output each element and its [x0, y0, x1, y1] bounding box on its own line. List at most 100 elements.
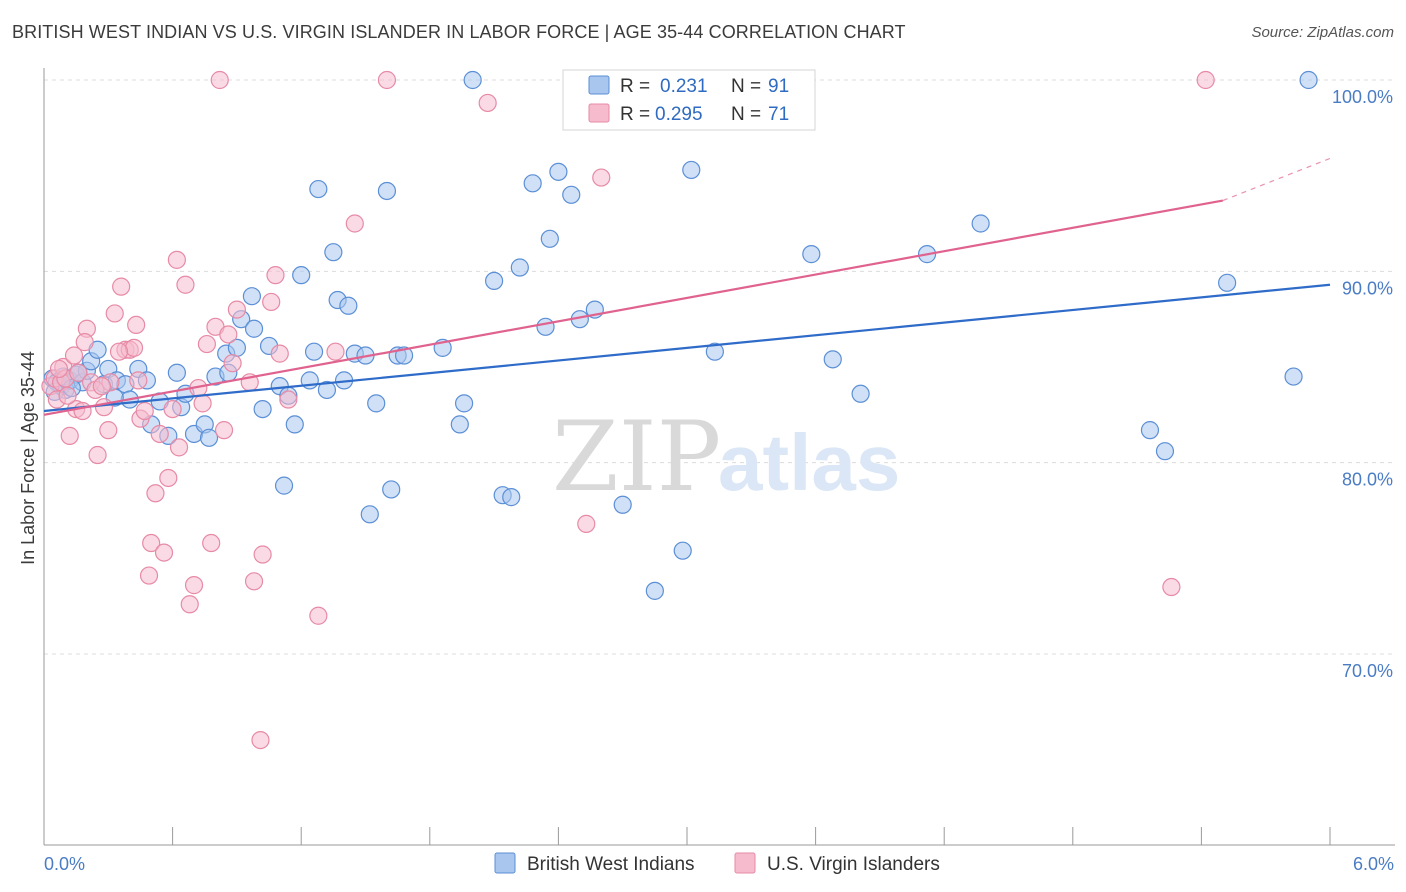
point-us-virgin-islanders [223, 354, 242, 373]
trend-line-us-virgin-islanders [43, 199, 1224, 416]
stats-pink-swatch [588, 103, 610, 123]
y-tick-label: 80.0% [1342, 470, 1393, 490]
point-us-virgin-islanders [64, 346, 84, 365]
point-british-west-indians [549, 162, 568, 181]
point-us-virgin-islanders [92, 377, 111, 396]
gridlines [44, 79, 1395, 655]
point-us-virgin-islanders [139, 566, 159, 585]
point-us-virgin-islanders [88, 445, 107, 465]
point-us-virgin-islanders [253, 545, 272, 564]
point-us-virgin-islanders [251, 730, 270, 750]
stats-blue-r-label: R = [620, 76, 650, 97]
trend-line-us-virgin-islanders-extension [1222, 157, 1331, 202]
point-us-virgin-islanders [227, 300, 246, 319]
point-us-virgin-islanders [184, 576, 204, 595]
point-british-west-indians [463, 70, 482, 90]
point-us-virgin-islanders [169, 438, 189, 457]
point-us-virgin-islanders [577, 514, 596, 533]
point-us-virgin-islanders [58, 386, 77, 405]
legend-pink-swatch [734, 852, 756, 874]
point-us-virgin-islanders [592, 168, 611, 187]
point-british-west-indians [377, 181, 397, 201]
point-us-virgin-islanders [219, 325, 238, 344]
point-us-virgin-islanders [60, 426, 79, 445]
point-us-virgin-islanders [270, 344, 289, 363]
watermark-zip: ZIP [552, 401, 721, 513]
legend-pink-label: U.S. Virgin Islanders [767, 854, 940, 875]
point-british-west-indians [673, 541, 692, 560]
point-british-west-indians [244, 319, 264, 338]
stats-pink-r-label: R = [620, 104, 650, 125]
point-us-virgin-islanders [377, 70, 397, 90]
point-us-virgin-islanders [210, 70, 229, 90]
point-us-virgin-islanders [135, 401, 154, 421]
trend-line-british-west-indians [43, 283, 1331, 413]
point-british-west-indians [367, 394, 386, 413]
source-label: Source: ZipAtlas.com [1251, 24, 1394, 41]
point-british-west-indians [304, 342, 324, 361]
stats-legend: R = 0.231 N = 91 R = 0.295 N = 71 [562, 69, 816, 131]
point-british-west-indians [360, 505, 379, 524]
point-us-virgin-islanders [163, 399, 182, 419]
trend-lines [43, 157, 1331, 416]
point-british-west-indians [523, 174, 542, 193]
point-us-virgin-islanders [150, 424, 169, 444]
chart-title: BRITISH WEST INDIAN VS U.S. VIRGIN ISLAN… [12, 22, 906, 42]
point-us-virgin-islanders [127, 315, 146, 335]
point-british-west-indians [502, 488, 521, 507]
y-tick-label: 90.0% [1342, 278, 1393, 298]
point-british-west-indians [682, 160, 701, 180]
point-british-west-indians [339, 296, 358, 315]
point-british-west-indians [1299, 70, 1318, 90]
point-british-west-indians [309, 179, 328, 199]
point-british-west-indians [823, 350, 842, 369]
point-british-west-indians [1140, 421, 1160, 440]
x-tick-max: 6.0% [1353, 854, 1394, 874]
point-us-virgin-islanders [214, 421, 234, 440]
point-us-virgin-islanders [309, 606, 328, 625]
point-british-west-indians [394, 346, 414, 365]
point-us-virgin-islanders [154, 543, 174, 562]
point-british-west-indians [971, 214, 990, 233]
point-british-west-indians [705, 342, 724, 361]
point-british-west-indians [851, 384, 870, 403]
watermark-atlas: atlas [718, 418, 900, 507]
point-us-virgin-islanders [112, 277, 131, 296]
point-us-virgin-islanders [345, 214, 364, 233]
point-us-virgin-islanders [159, 468, 178, 488]
point-british-west-indians [253, 399, 272, 419]
point-us-virgin-islanders [75, 333, 94, 352]
point-us-virgin-islanders [129, 371, 148, 390]
point-us-virgin-islanders [167, 250, 186, 269]
watermark: ZIP atlas [552, 401, 900, 513]
point-british-west-indians [242, 287, 262, 306]
point-british-west-indians [450, 415, 469, 434]
legend-blue-label: British West Indians [527, 854, 695, 875]
point-us-virgin-islanders [176, 275, 195, 294]
point-british-west-indians [1284, 367, 1303, 386]
point-british-west-indians [317, 380, 337, 400]
point-british-west-indians [1155, 442, 1175, 461]
point-british-west-indians [382, 480, 401, 499]
point-us-virgin-islanders [244, 572, 264, 591]
point-british-west-indians [645, 581, 664, 600]
point-british-west-indians [274, 476, 294, 495]
point-british-west-indians [802, 245, 821, 264]
point-us-virgin-islanders [99, 421, 118, 440]
x-tick-min: 0.0% [44, 854, 85, 874]
point-us-virgin-islanders [1196, 70, 1215, 90]
point-us-virgin-islanders [193, 394, 212, 413]
point-us-virgin-islanders [73, 401, 92, 421]
point-us-virgin-islanders [124, 338, 144, 357]
stats-pink-n-value: 71 [768, 104, 789, 125]
point-british-west-indians [485, 271, 504, 290]
stats-blue-n-label: N = [731, 76, 761, 97]
point-us-virgin-islanders [69, 363, 88, 382]
legend-blue-swatch [494, 852, 516, 874]
point-british-west-indians [536, 317, 555, 336]
point-british-west-indians [167, 363, 186, 382]
point-british-west-indians [510, 258, 529, 277]
point-us-virgin-islanders [202, 533, 221, 553]
y-tick-label: 100.0% [1332, 87, 1393, 107]
